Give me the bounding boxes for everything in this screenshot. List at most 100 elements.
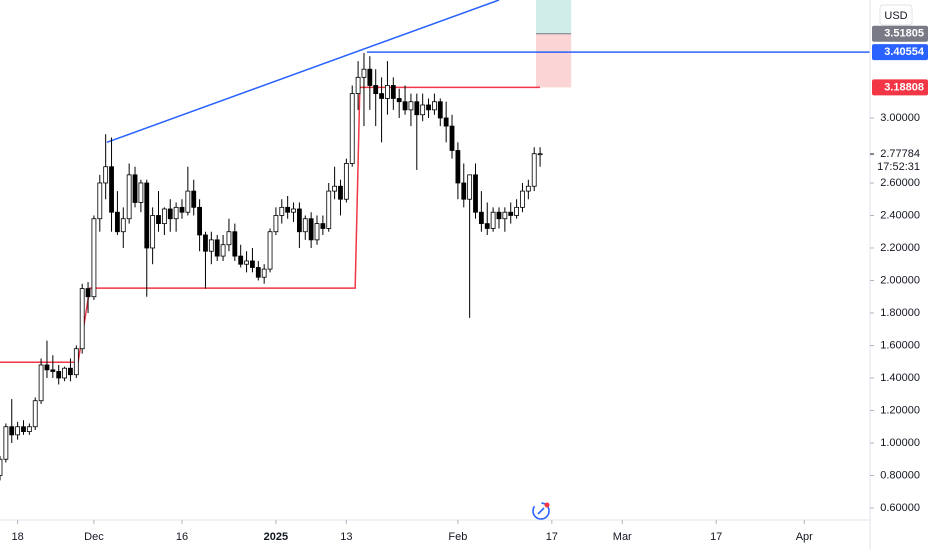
candle-body bbox=[502, 211, 508, 220]
candle-body bbox=[26, 426, 32, 433]
candle-body bbox=[115, 211, 120, 233]
candle-body bbox=[9, 426, 15, 436]
candle-body bbox=[126, 174, 132, 220]
candle-body bbox=[44, 364, 50, 371]
candle-body bbox=[138, 182, 144, 203]
candle-body bbox=[244, 260, 249, 265]
candle-body bbox=[514, 206, 519, 216]
currency[interactable]: USD bbox=[884, 10, 907, 22]
y-tick-label: 0.60000 bbox=[880, 502, 920, 514]
x-tick-label: 17 bbox=[710, 531, 722, 543]
y-tick-label: 2.00000 bbox=[880, 274, 920, 286]
price-label: 3.18808 bbox=[884, 81, 924, 93]
candle-body bbox=[367, 68, 373, 86]
candle-body bbox=[296, 208, 302, 233]
candle-body bbox=[537, 153, 543, 156]
candle-body bbox=[161, 208, 167, 225]
candle-body bbox=[185, 190, 191, 213]
candle-body bbox=[338, 185, 343, 200]
candle-body bbox=[38, 364, 44, 402]
candle-body bbox=[273, 215, 279, 233]
candle-body bbox=[120, 218, 126, 233]
candle-body bbox=[32, 400, 38, 428]
y-tick-label: 0.80000 bbox=[880, 469, 920, 481]
candle-body bbox=[531, 153, 537, 187]
y-tick-label: 2.20000 bbox=[880, 242, 920, 254]
candle-body bbox=[379, 93, 384, 99]
candle-body bbox=[426, 104, 431, 111]
candle-body bbox=[420, 104, 426, 116]
candle-body bbox=[478, 211, 484, 225]
candle-body bbox=[220, 244, 226, 257]
logo bbox=[532, 502, 550, 520]
candle-body bbox=[97, 182, 103, 220]
candle-body bbox=[15, 426, 21, 436]
y-tick-label: 1.40000 bbox=[880, 372, 920, 384]
countdown: 17:52:31 bbox=[877, 161, 920, 173]
candle-body bbox=[103, 166, 109, 184]
x-tick-label: Mar bbox=[613, 531, 632, 543]
candle-body bbox=[255, 267, 261, 278]
candle-body bbox=[326, 190, 332, 229]
x-tick-label: 13 bbox=[340, 531, 352, 543]
candle-body bbox=[232, 231, 238, 257]
currency-button[interactable] bbox=[879, 4, 913, 26]
x-tick-label: 18 bbox=[11, 531, 23, 543]
candle-body bbox=[349, 93, 355, 164]
candle-body bbox=[302, 218, 308, 233]
candle-body bbox=[496, 211, 502, 220]
candle-body bbox=[332, 185, 338, 192]
candle-body bbox=[156, 215, 161, 225]
price-label-box bbox=[872, 44, 928, 61]
candle-body bbox=[50, 369, 56, 372]
candle-body bbox=[208, 239, 214, 252]
candle-body bbox=[291, 208, 296, 213]
candle-body bbox=[467, 174, 473, 200]
price-label-box bbox=[872, 79, 928, 96]
candle-body bbox=[414, 101, 420, 116]
candle-body bbox=[68, 367, 73, 376]
candle-body bbox=[461, 182, 467, 200]
candle-body bbox=[473, 174, 478, 213]
candle-body bbox=[361, 68, 367, 78]
candle-body bbox=[385, 85, 390, 99]
candle-body bbox=[261, 268, 267, 278]
candle-body bbox=[308, 218, 314, 241]
candle-body bbox=[520, 190, 525, 208]
loss-zone bbox=[535, 33, 572, 88]
candle-body bbox=[150, 215, 156, 249]
candle-body bbox=[132, 174, 138, 203]
candle-body bbox=[21, 426, 26, 433]
candle-body bbox=[214, 239, 220, 257]
candle-body bbox=[109, 166, 114, 213]
candle-body bbox=[437, 101, 443, 119]
candle-body bbox=[343, 163, 349, 200]
y-tick-label: 3.00000 bbox=[880, 112, 920, 124]
candle-body bbox=[56, 371, 62, 379]
candle-body bbox=[0, 458, 3, 476]
y-tick-label: 2.60000 bbox=[880, 177, 920, 189]
candle-body bbox=[455, 150, 461, 184]
candle-body bbox=[320, 223, 326, 229]
candle-body bbox=[285, 206, 291, 213]
candle-body bbox=[443, 117, 449, 127]
candle-body bbox=[402, 101, 408, 111]
drawing-line bbox=[0, 86, 541, 363]
candle-body bbox=[3, 426, 9, 460]
candle-body bbox=[396, 98, 402, 103]
y-tick-label: 1.80000 bbox=[880, 307, 920, 319]
x-tick-label: 2025 bbox=[264, 531, 288, 543]
candle-body bbox=[314, 223, 320, 241]
candle-body bbox=[279, 206, 285, 216]
candle-body bbox=[508, 211, 514, 216]
y-tick-label: 1.20000 bbox=[880, 404, 920, 416]
candle-body bbox=[226, 231, 232, 246]
candle-body bbox=[85, 288, 91, 298]
candle-body bbox=[191, 190, 197, 208]
candle-body bbox=[91, 218, 97, 298]
y-tick-label: 1.60000 bbox=[880, 339, 920, 351]
candle-body bbox=[197, 206, 202, 236]
y-tick-label: 1.00000 bbox=[880, 437, 920, 449]
candle-body bbox=[173, 206, 179, 220]
